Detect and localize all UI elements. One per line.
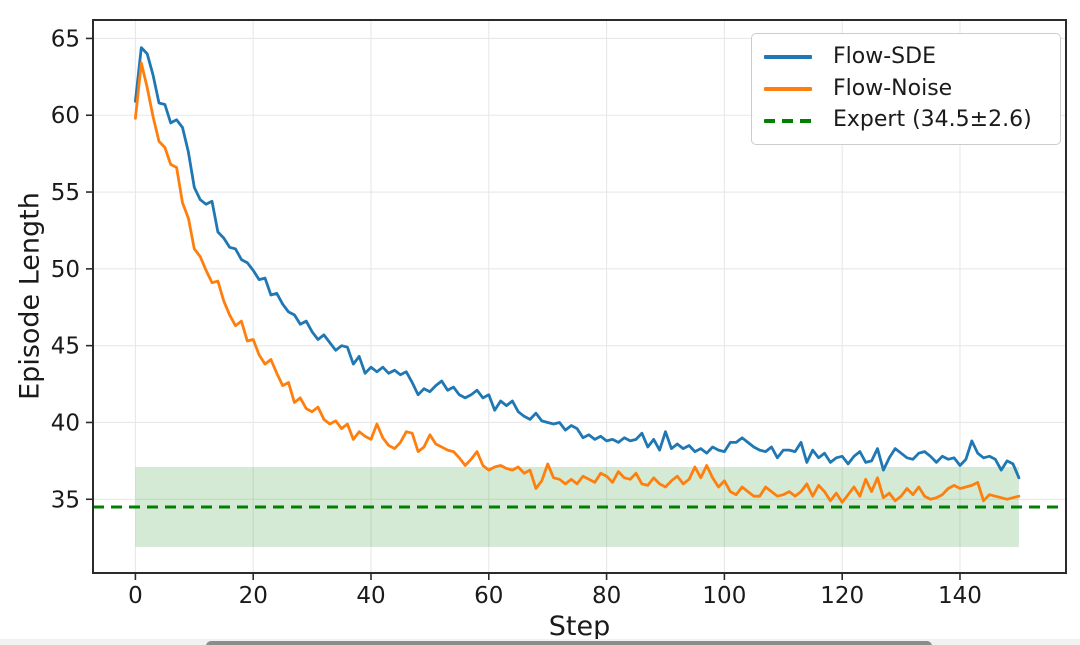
y-tick-label-35: 35 bbox=[51, 487, 80, 513]
x-tick-label-20: 20 bbox=[239, 583, 268, 609]
legend-item-flow-sde: Flow-SDE bbox=[764, 45, 1060, 69]
series-line-flow-noise bbox=[133, 61, 1021, 504]
x-tick-label-80: 80 bbox=[592, 583, 621, 609]
legend-label-flow-noise: Flow-Noise bbox=[833, 75, 953, 101]
legend-item-flow-noise: Flow-Noise bbox=[764, 75, 1060, 101]
y-axis-label: Episode Length bbox=[14, 192, 46, 400]
flow-sde-line-sample-icon bbox=[764, 55, 812, 60]
y-tick-label-40: 40 bbox=[51, 410, 80, 436]
y-tick-label-50: 50 bbox=[51, 257, 80, 283]
y-tick-label-55: 55 bbox=[51, 180, 80, 206]
y-tick-label-60: 60 bbox=[51, 103, 80, 129]
flow-noise-line-sample-icon bbox=[764, 87, 812, 91]
x-tick-label-100: 100 bbox=[702, 583, 746, 609]
x-tick-label-40: 40 bbox=[356, 583, 385, 609]
legend-label-flow-sde: Flow-SDE bbox=[833, 44, 936, 70]
y-tick-label-65: 65 bbox=[51, 26, 80, 52]
legend-item-expert: Expert (34.5±2.6) bbox=[764, 108, 1060, 132]
x-tick-label-0: 0 bbox=[128, 583, 143, 609]
bottom-window-bar[interactable] bbox=[206, 641, 932, 645]
chart-legend: Flow-SDE Flow-Noise Expert (34.5±2.6) bbox=[751, 33, 1061, 145]
expert-dashed-line-sample-icon bbox=[764, 118, 812, 123]
series-line-flow-sde bbox=[133, 46, 1021, 480]
x-tick-label-60: 60 bbox=[474, 583, 503, 609]
plot-border bbox=[92, 19, 1067, 574]
x-tick-label-140: 140 bbox=[938, 583, 982, 609]
legend-label-expert: Expert (34.5±2.6) bbox=[833, 107, 1032, 133]
x-axis-label: Step bbox=[548, 611, 611, 642]
y-tick-label-45: 45 bbox=[51, 334, 80, 360]
x-tick-label-120: 120 bbox=[820, 583, 864, 609]
